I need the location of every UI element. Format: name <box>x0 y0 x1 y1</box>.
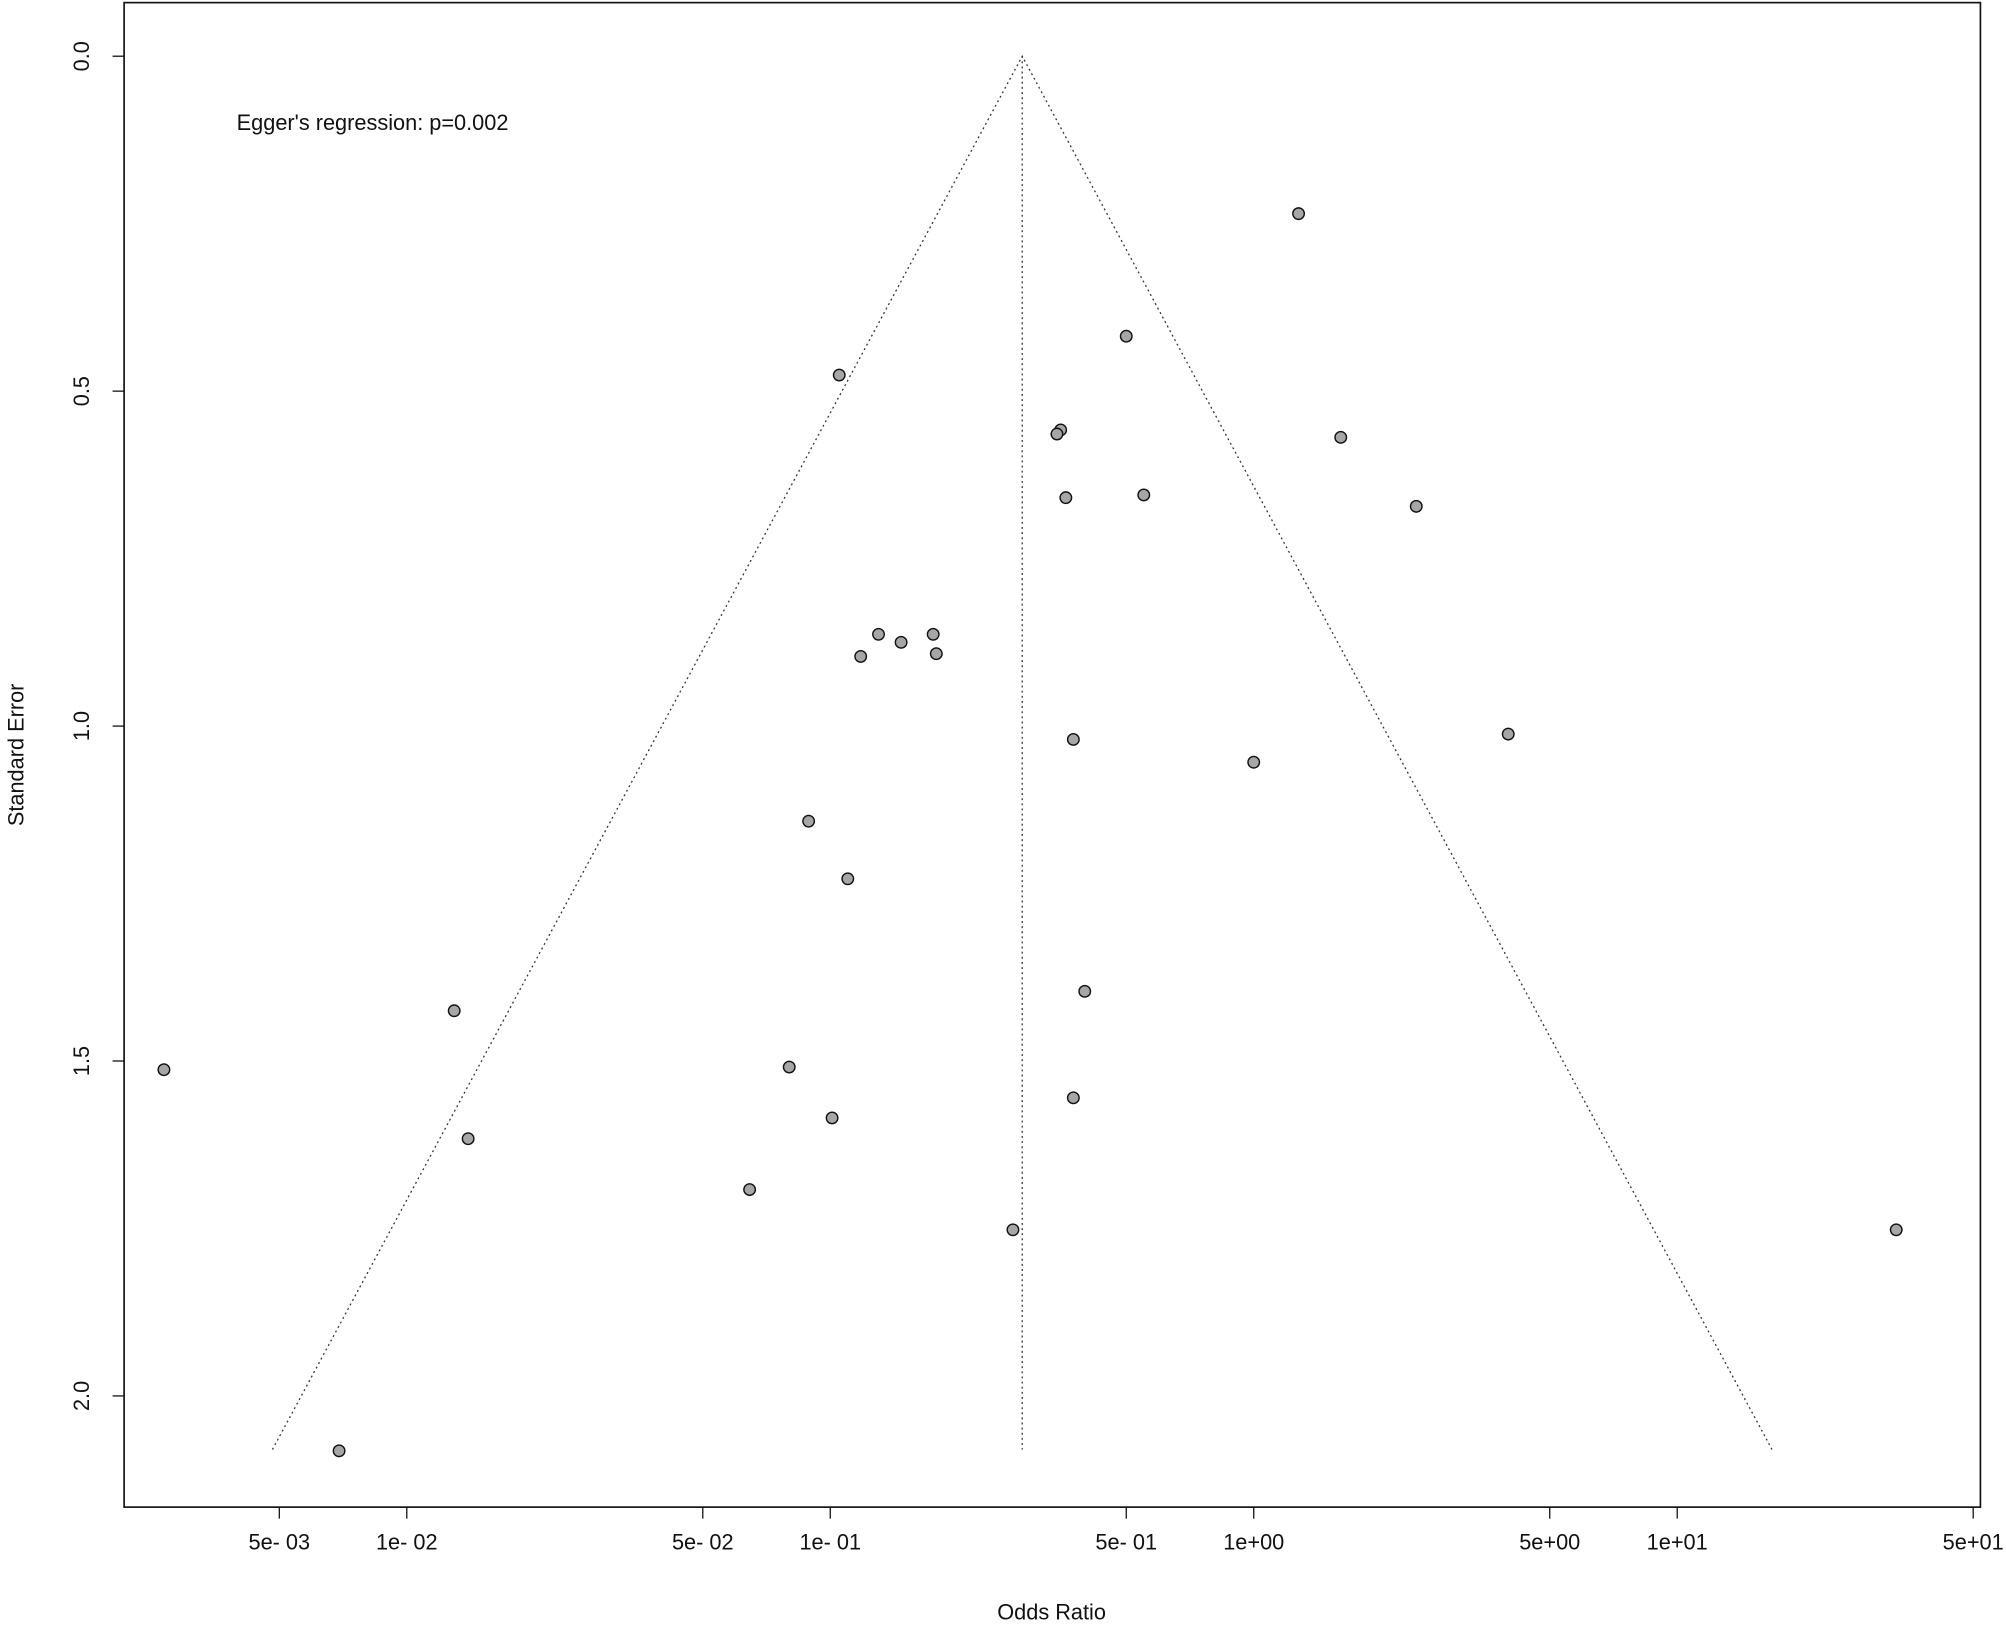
plot-frame <box>123 1 1982 1508</box>
study-point <box>332 1444 346 1458</box>
y-tick-label: 1.0 <box>69 711 94 741</box>
x-tick-label: 1e- 01 <box>799 1529 861 1554</box>
study-point <box>782 1060 796 1074</box>
study-point <box>1066 733 1080 746</box>
x-tick-label: 5e+00 <box>1519 1529 1580 1554</box>
study-point <box>461 1132 475 1146</box>
x-tick-label: 5e- 03 <box>248 1529 310 1554</box>
study-point <box>1292 207 1306 221</box>
x-tick-label: 1e+01 <box>1647 1529 1708 1554</box>
y-tick-label: 0.0 <box>69 41 94 71</box>
study-point <box>447 1004 461 1018</box>
y-tick-label: 0.5 <box>69 376 94 406</box>
study-point <box>1247 755 1261 769</box>
study-point <box>1078 984 1092 998</box>
study-point <box>872 627 885 641</box>
study-point <box>841 872 855 886</box>
x-tick-label: 5e- 02 <box>672 1529 734 1554</box>
y-tick-label: 2.0 <box>69 1381 94 1411</box>
annotation: Egger's regression: p=0.002 <box>237 110 509 135</box>
study-point <box>802 814 816 828</box>
study-point <box>1889 1223 1903 1237</box>
y-tick-label: 1.5 <box>69 1046 94 1076</box>
study-point <box>1006 1223 1020 1237</box>
study-point <box>157 1063 171 1077</box>
study-point <box>1119 329 1133 343</box>
study-point <box>926 627 940 641</box>
x-tick-label: 5e+01 <box>1943 1529 2004 1554</box>
study-point <box>832 368 846 382</box>
x-axis-label: Odds Ratio <box>997 1600 1106 1625</box>
study-point <box>1066 1091 1080 1105</box>
study-point <box>743 1183 757 1197</box>
study-point <box>1501 727 1515 741</box>
study-point <box>894 635 908 649</box>
study-point <box>1334 430 1348 444</box>
study-point <box>1059 491 1073 505</box>
study-point <box>929 647 943 661</box>
study-point <box>1409 499 1423 513</box>
x-tick-label: 1e+00 <box>1223 1529 1284 1554</box>
x-tick-label: 1e- 02 <box>376 1529 438 1554</box>
study-point <box>1137 488 1151 502</box>
study-point <box>825 1111 839 1125</box>
x-tick-label: 5e- 01 <box>1095 1529 1157 1554</box>
funnel-limits <box>271 54 1773 1450</box>
study-point <box>854 649 868 663</box>
study-point <box>1050 427 1064 441</box>
y-axis-label: Standard Error <box>4 684 29 827</box>
